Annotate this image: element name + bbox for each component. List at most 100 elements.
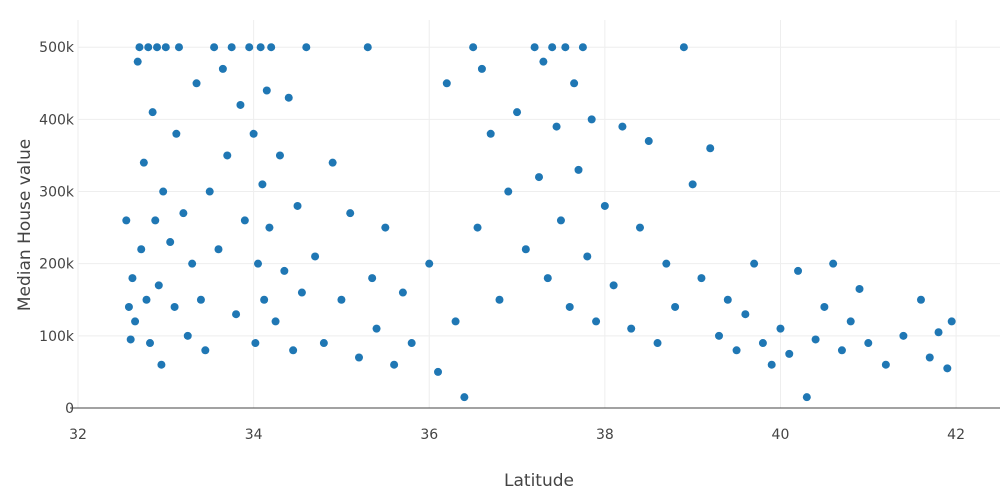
- data-point: [148, 108, 157, 117]
- data-point: [142, 295, 151, 304]
- data-point: [679, 43, 688, 52]
- data-point: [442, 79, 451, 88]
- y-tick-label: 300k: [39, 185, 75, 201]
- data-point: [504, 187, 513, 196]
- data-point: [311, 252, 320, 261]
- data-points: [122, 43, 956, 402]
- data-point: [240, 216, 249, 225]
- y-axis-title: Median House value: [15, 139, 35, 311]
- y-tick-label: 0: [65, 401, 74, 417]
- x-tick-label: 40: [772, 427, 790, 443]
- data-point: [644, 137, 653, 146]
- data-point: [135, 43, 144, 52]
- data-point: [802, 393, 811, 402]
- data-point: [855, 284, 864, 293]
- data-point: [218, 64, 227, 73]
- data-point: [275, 151, 284, 160]
- data-point: [280, 266, 289, 275]
- data-point: [227, 43, 236, 52]
- data-point: [881, 360, 890, 369]
- data-point: [174, 43, 183, 52]
- data-point: [122, 216, 131, 225]
- data-point: [293, 201, 302, 210]
- data-point: [390, 360, 399, 369]
- data-point: [245, 43, 254, 52]
- data-point: [829, 259, 838, 268]
- data-point: [302, 43, 311, 52]
- data-point: [732, 346, 741, 355]
- data-point: [469, 43, 478, 52]
- data-point: [750, 259, 759, 268]
- data-point: [126, 335, 135, 344]
- data-point: [451, 317, 460, 326]
- data-point: [513, 108, 522, 117]
- data-point: [151, 216, 160, 225]
- data-point: [183, 331, 192, 340]
- data-point: [785, 349, 794, 358]
- data-point: [192, 79, 201, 88]
- data-point: [539, 57, 548, 66]
- data-point: [256, 43, 265, 52]
- data-point: [146, 339, 155, 348]
- data-point: [153, 43, 162, 52]
- data-point: [521, 245, 530, 254]
- data-point: [297, 288, 306, 297]
- data-point: [592, 317, 601, 326]
- data-point: [899, 331, 908, 340]
- data-point: [473, 223, 482, 232]
- y-tick-label: 400k: [39, 112, 75, 128]
- data-point: [460, 393, 469, 402]
- x-tick-label: 42: [947, 427, 965, 443]
- data-point: [477, 64, 486, 73]
- data-point: [372, 324, 381, 333]
- data-point: [552, 122, 561, 131]
- data-point: [486, 129, 495, 138]
- x-tick-labels: 32 34 36 38 40 42: [69, 427, 965, 443]
- data-point: [495, 295, 504, 304]
- data-point: [530, 43, 539, 52]
- data-point: [179, 209, 188, 218]
- data-point: [284, 93, 293, 102]
- data-point: [556, 216, 565, 225]
- data-point: [741, 310, 750, 319]
- data-point: [381, 223, 390, 232]
- data-point: [697, 274, 706, 283]
- data-point: [159, 187, 168, 196]
- data-point: [188, 259, 197, 268]
- x-tick-label: 36: [420, 427, 438, 443]
- data-point: [583, 252, 592, 261]
- data-point: [214, 245, 223, 254]
- data-point: [618, 122, 627, 131]
- data-point: [407, 339, 416, 348]
- data-point: [271, 317, 280, 326]
- data-point: [258, 180, 267, 189]
- data-point: [398, 288, 407, 297]
- data-point: [144, 43, 153, 52]
- data-point: [368, 274, 377, 283]
- y-tick-labels: 0 100k 200k 300k 400k 500k: [39, 40, 75, 417]
- data-point: [543, 274, 552, 283]
- data-point: [846, 317, 855, 326]
- data-point: [548, 43, 557, 52]
- data-point: [587, 115, 596, 124]
- data-point: [265, 223, 274, 232]
- data-point: [662, 259, 671, 268]
- data-point: [535, 173, 543, 182]
- data-point: [776, 324, 785, 333]
- data-point: [864, 339, 873, 348]
- data-point: [236, 100, 245, 109]
- data-point: [249, 129, 258, 138]
- data-point: [223, 151, 232, 160]
- data-point: [196, 295, 205, 304]
- data-point: [172, 129, 181, 138]
- data-point: [570, 79, 579, 88]
- data-point: [794, 266, 803, 275]
- data-point: [635, 223, 644, 232]
- data-point: [346, 209, 355, 218]
- data-point: [137, 245, 146, 254]
- data-point: [157, 360, 166, 369]
- data-point: [671, 302, 680, 311]
- data-point: [354, 353, 363, 362]
- data-point: [328, 158, 337, 167]
- data-point: [128, 274, 137, 283]
